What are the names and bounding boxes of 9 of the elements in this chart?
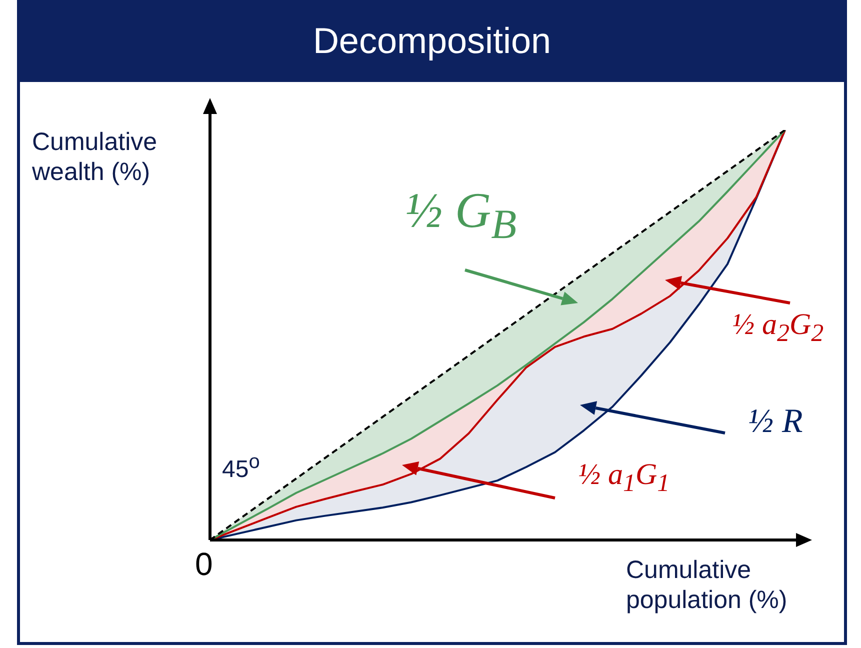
annotation: ½ a$_{1}$G$_{1}$: [578, 458, 670, 497]
chart-title: Decomposition: [17, 0, 847, 82]
x-axis-title: Cumulative population (%): [626, 555, 788, 615]
text: 0: [195, 546, 213, 582]
annotation: ½ a$_{2}$G$_{2}$: [732, 308, 824, 347]
annotation: ½ R: [748, 403, 803, 440]
annotation: ½ G$_{B}$: [405, 182, 517, 248]
annotation: 45$^{o}$: [222, 451, 260, 483]
y-axis-title: Cumulative wealth (%): [32, 127, 158, 187]
